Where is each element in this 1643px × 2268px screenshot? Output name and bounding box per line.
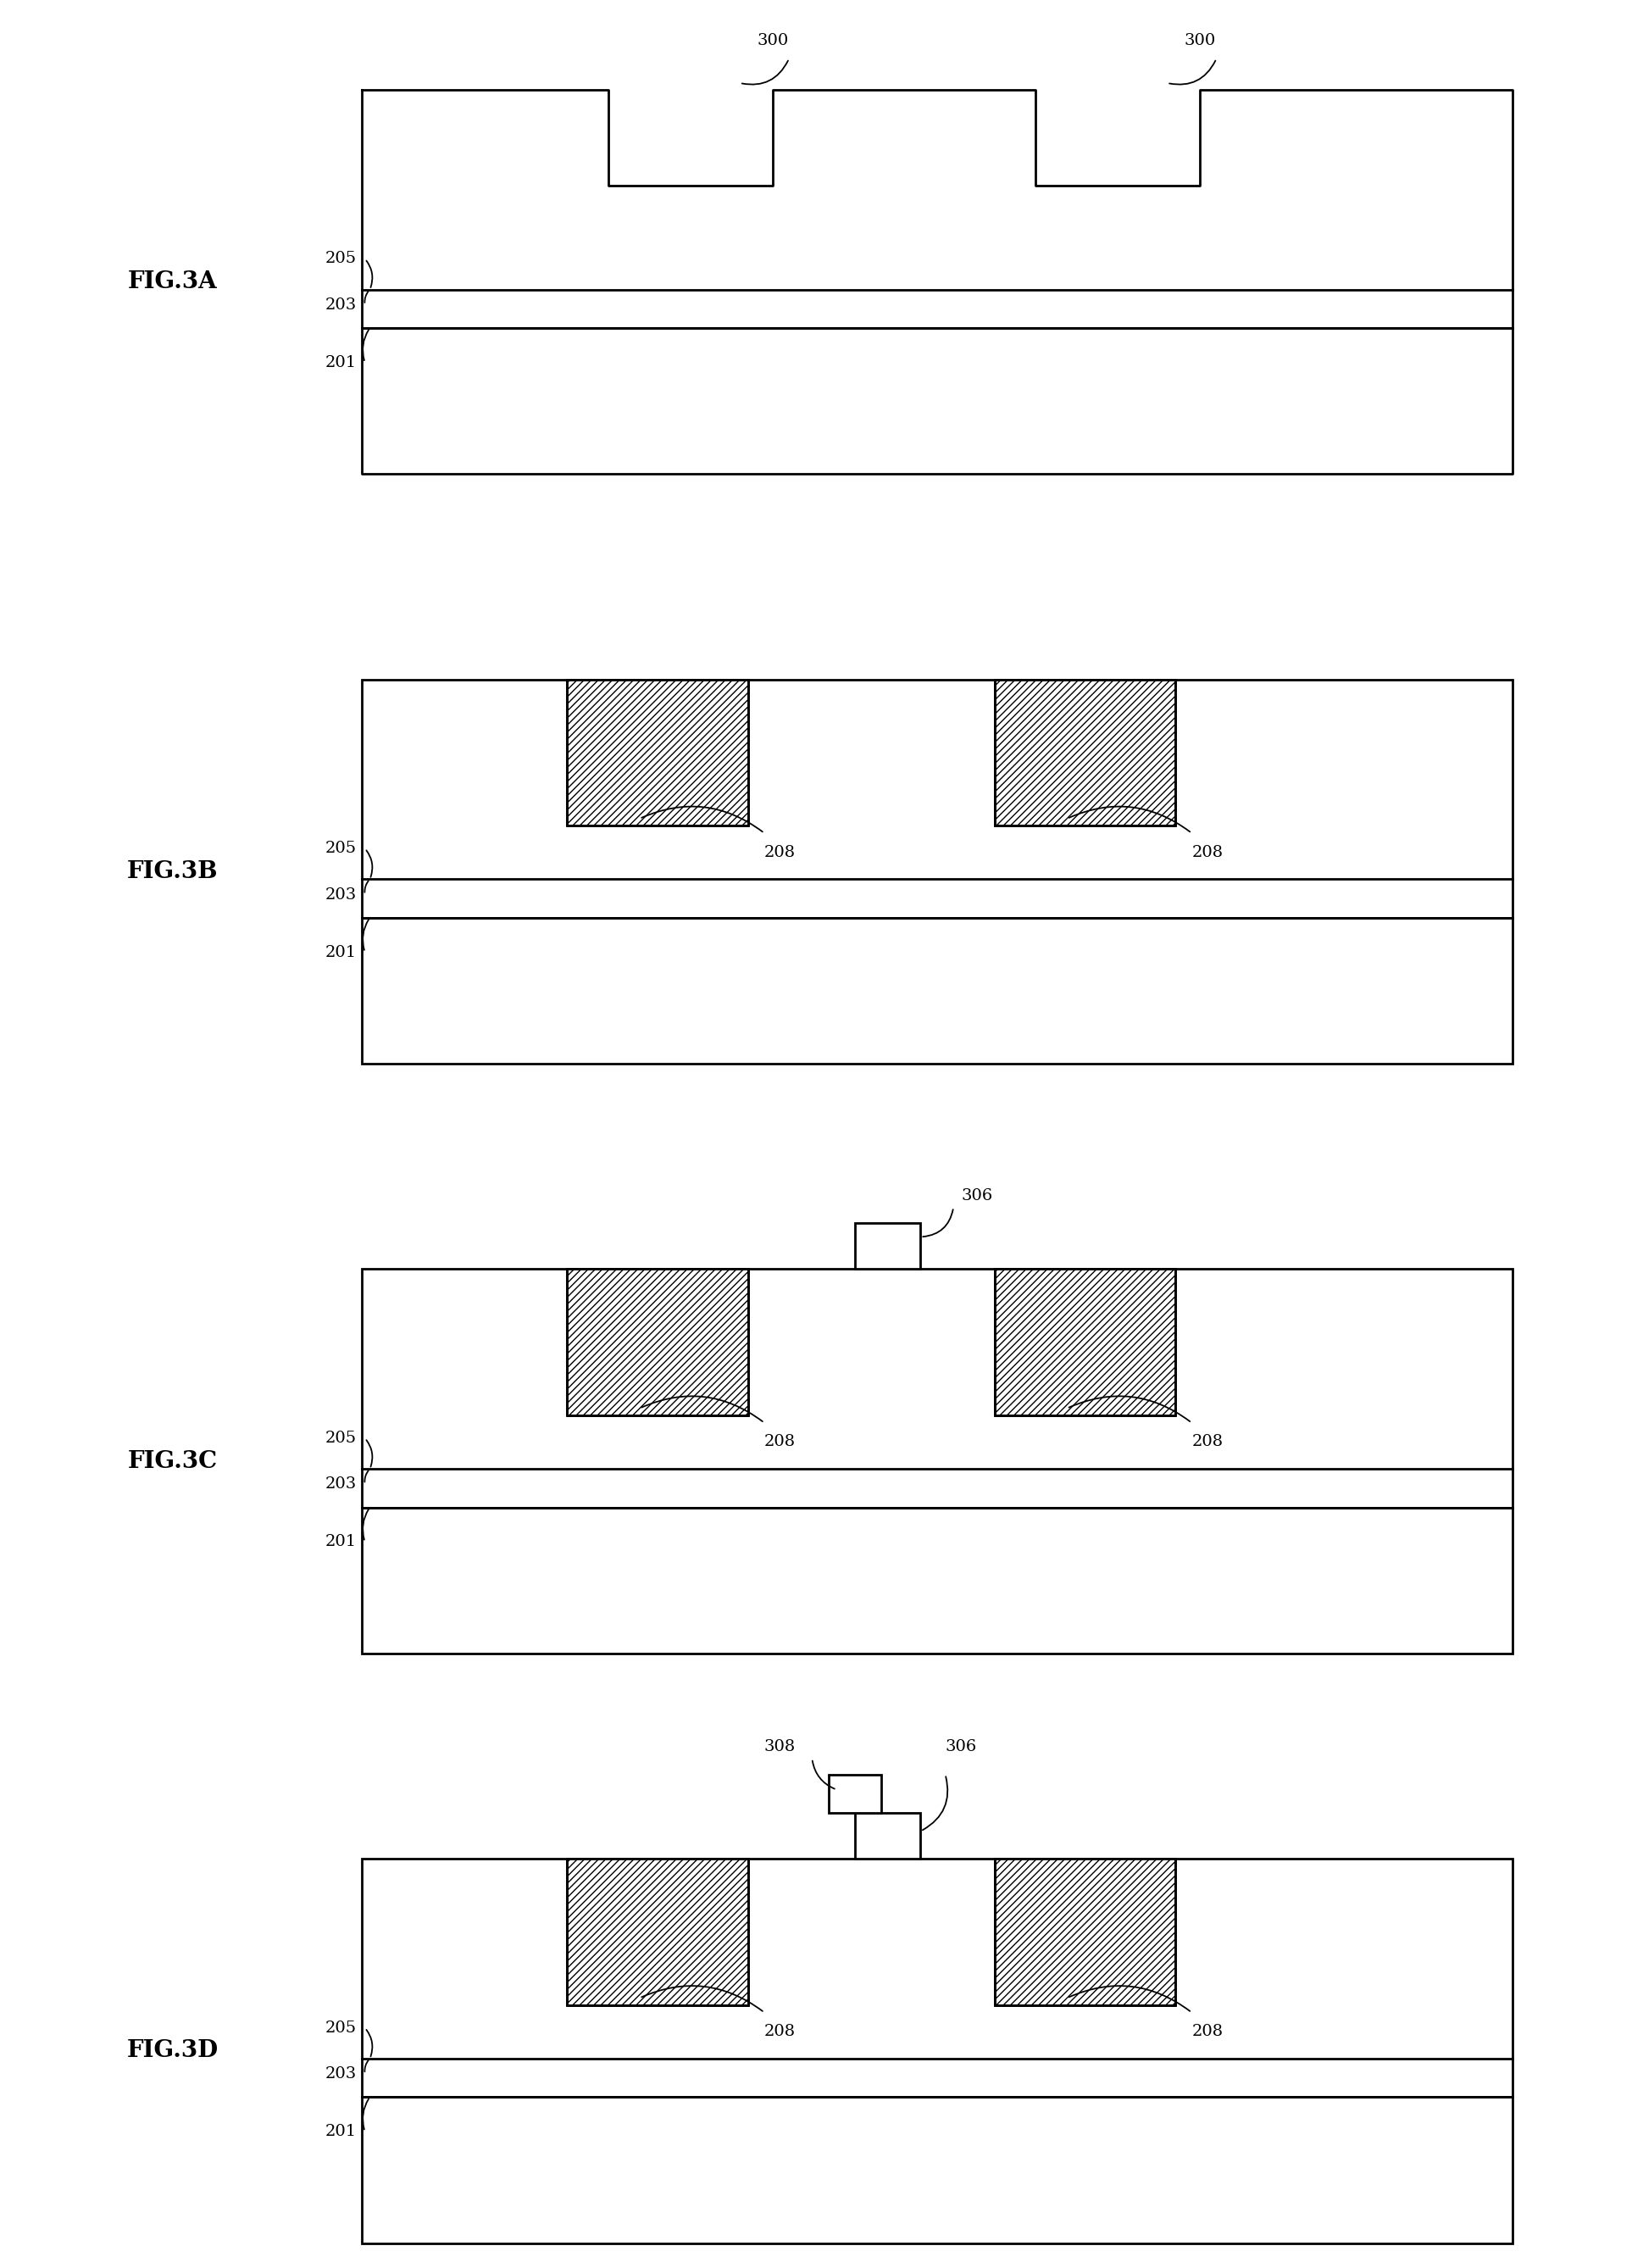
Bar	[994, 1860, 1175, 2005]
Bar	[994, 680, 1175, 826]
Text: 205: 205	[325, 1431, 357, 1445]
Bar	[567, 1860, 748, 2005]
Bar	[994, 1270, 1175, 1415]
Text: 208: 208	[1191, 1433, 1222, 1449]
Text: 308: 308	[764, 1740, 795, 1755]
Text: FIG.3A: FIG.3A	[128, 270, 217, 293]
Text: 306: 306	[961, 1188, 992, 1204]
Text: 208: 208	[764, 1433, 795, 1449]
Text: 208: 208	[764, 2023, 795, 2039]
Text: 208: 208	[1191, 844, 1222, 860]
Text: 203: 203	[325, 297, 357, 313]
Bar	[567, 1270, 748, 1415]
Bar	[854, 1222, 920, 1270]
Text: 205: 205	[325, 252, 357, 265]
Text: 203: 203	[325, 1476, 357, 1492]
Bar	[567, 680, 748, 826]
Text: 201: 201	[325, 356, 357, 370]
Text: 300: 300	[756, 32, 789, 48]
Text: FIG.3D: FIG.3D	[127, 2039, 219, 2062]
Bar	[854, 1812, 920, 1860]
Text: 201: 201	[325, 946, 357, 959]
Bar	[361, 680, 1512, 1064]
Text: 205: 205	[325, 2021, 357, 2034]
Bar	[828, 1774, 881, 1812]
Text: 201: 201	[325, 1535, 357, 1549]
Text: FIG.3B: FIG.3B	[127, 860, 219, 882]
Text: 306: 306	[945, 1740, 976, 1755]
Text: 300: 300	[1183, 32, 1216, 48]
Bar	[361, 1270, 1512, 1653]
Text: FIG.3C: FIG.3C	[128, 1449, 217, 1472]
Text: 201: 201	[325, 2125, 357, 2139]
Bar	[361, 1860, 1512, 2243]
Text: 203: 203	[325, 2066, 357, 2082]
Text: 208: 208	[1191, 2023, 1222, 2039]
Text: 205: 205	[325, 841, 357, 855]
Text: 203: 203	[325, 887, 357, 903]
Text: 208: 208	[764, 844, 795, 860]
